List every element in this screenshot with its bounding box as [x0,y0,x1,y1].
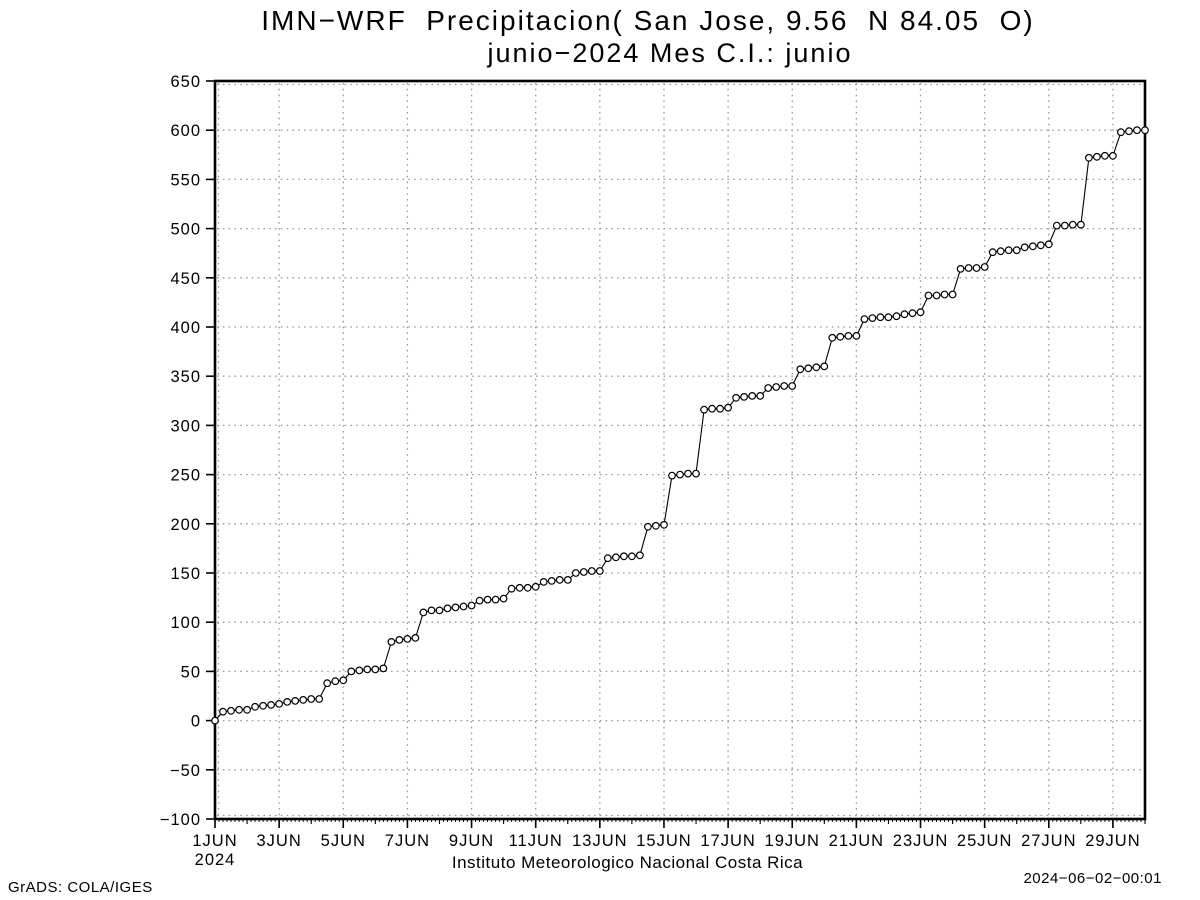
svg-text:150: 150 [170,565,201,583]
svg-text:650: 650 [170,73,201,91]
institution-caption: Instituto Meteorologico Nacional Costa R… [451,853,804,872]
svg-text:11JUN: 11JUN [509,832,563,850]
chart-title: IMN−WRF Precipitacion( San Jose, 9.56 N … [261,5,1035,36]
svg-text:3JUN: 3JUN [257,832,302,850]
svg-text:2024: 2024 [195,851,236,869]
series-markers [211,126,1149,725]
svg-text:350: 350 [170,368,201,386]
svg-text:15JUN: 15JUN [636,832,691,850]
svg-text:25JUN: 25JUN [957,832,1012,850]
svg-text:200: 200 [170,516,201,534]
svg-text:400: 400 [170,319,201,337]
svg-text:550: 550 [170,171,201,189]
y-axis-labels: −100 −50 0 50 100 150 200 250 300 350 400 450 500 550… [160,73,201,829]
series-line [214,129,1145,721]
svg-text:23JUN: 23JUN [893,832,948,850]
svg-text:19JUN: 19JUN [765,832,820,850]
svg-text:5JUN: 5JUN [321,832,366,850]
svg-text:500: 500 [170,221,201,239]
svg-text:1JUN: 1JUN [192,832,237,850]
svg-text:250: 250 [170,467,201,485]
svg-text:17JUN: 17JUN [700,832,755,850]
axis-ticks [206,80,1146,828]
svg-text:9JUN: 9JUN [449,832,494,850]
svg-text:−50: −50 [170,762,201,780]
plot-frame [213,79,1147,821]
grads-credit: GrADS: COLA/IGES [8,879,153,896]
svg-text:−100: −100 [160,811,201,829]
svg-text:50: 50 [181,663,201,681]
svg-text:29JUN: 29JUN [1085,832,1140,850]
svg-text:100: 100 [170,614,201,632]
svg-text:13JUN: 13JUN [572,832,627,850]
grid-layer [217,83,1143,817]
svg-text:7JUN: 7JUN [385,832,430,850]
svg-text:300: 300 [170,417,201,435]
chart-subtitle: junio−2024 Mes C.I.: junio [487,38,853,68]
svg-text:0: 0 [191,713,201,731]
svg-text:450: 450 [170,270,201,288]
creation-timestamp: 2024−06−02−00:01 [1023,870,1162,887]
svg-text:27JUN: 27JUN [1021,832,1076,850]
svg-text:21JUN: 21JUN [829,832,884,850]
svg-text:600: 600 [170,122,201,140]
